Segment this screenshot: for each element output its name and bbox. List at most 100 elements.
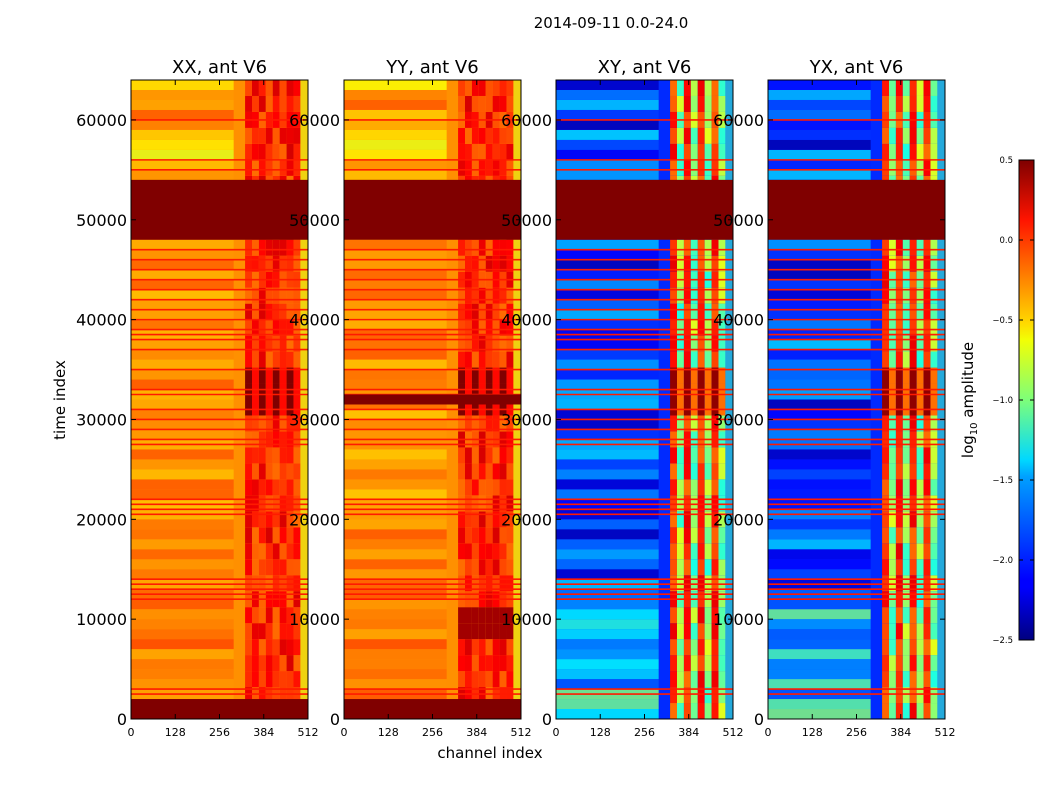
heatmap-cell xyxy=(251,463,259,480)
heatmap-cell xyxy=(279,607,287,624)
x-tick-label: 128 xyxy=(590,726,611,739)
heatmap-cell xyxy=(251,495,259,512)
x-tick-label: 384 xyxy=(890,726,911,739)
heatmap-cell xyxy=(506,127,514,144)
y-tick-label: 40000 xyxy=(713,311,764,330)
heatmap-cell xyxy=(464,335,472,352)
heatmap-cell xyxy=(923,159,931,176)
heatmap-cell xyxy=(670,287,677,304)
heatmap-cell xyxy=(895,607,903,624)
heatmap-cell xyxy=(768,319,871,330)
heatmap-cell xyxy=(768,309,871,320)
heatmap-cell xyxy=(676,463,684,480)
heatmap-cell xyxy=(923,95,931,112)
heatmap-cell xyxy=(670,479,677,496)
heatmap-cell xyxy=(888,479,896,496)
heatmap-cell xyxy=(556,309,659,320)
heatmap-cell xyxy=(711,399,719,416)
heatmap-cell xyxy=(768,599,871,610)
heatmap-cell xyxy=(882,239,889,256)
heatmap-cell xyxy=(492,479,500,496)
heatmap-cell xyxy=(902,383,910,400)
heatmap-cell xyxy=(718,255,726,272)
heatmap-cell xyxy=(272,303,280,320)
heatmap-cell xyxy=(909,671,917,688)
heatmap-cell xyxy=(499,143,507,160)
heatmap-cell xyxy=(697,255,705,272)
heatmap-cell xyxy=(344,89,447,100)
heatmap-cell xyxy=(286,495,294,512)
heatmap-cell xyxy=(909,95,917,112)
heatmap-cell xyxy=(697,287,705,304)
heatmap-cell xyxy=(131,169,234,180)
heatmap-cell xyxy=(471,159,479,176)
heatmap-cell xyxy=(556,699,659,710)
heatmap-cell xyxy=(670,655,677,672)
heatmap-cell xyxy=(293,303,301,320)
heatmap-cell xyxy=(131,369,234,380)
heatmap-cell xyxy=(251,575,259,592)
heatmap-cell xyxy=(265,239,273,256)
heatmap-cell xyxy=(670,80,677,96)
colorbar-ticks: 0.5 0.0 −0.5 −1.0 −1.5 −2.0 −2.5 xyxy=(992,156,1034,646)
heatmap-cell xyxy=(711,143,719,160)
heatmap-cell xyxy=(293,527,301,544)
heatmap-cell xyxy=(676,511,684,528)
heatmap-cell xyxy=(895,655,903,672)
heatmap-cell xyxy=(506,159,514,176)
heatmap-cell xyxy=(251,367,259,384)
heatmap-cell xyxy=(258,127,266,144)
heatmap-cell xyxy=(697,383,705,400)
heatmap-cell xyxy=(711,303,719,320)
heatmap-cell xyxy=(909,255,917,272)
heatmap-cell xyxy=(923,511,931,528)
heatmap-cell xyxy=(768,459,871,470)
heatmap-cell xyxy=(670,255,677,272)
heatmap-cell xyxy=(697,703,705,719)
heatmap-cell xyxy=(690,479,698,496)
heatmap-cell xyxy=(888,80,896,96)
heatmap-cell xyxy=(888,367,896,384)
heatmap-cell xyxy=(718,351,726,368)
heatmap-cell xyxy=(930,495,938,512)
heatmap-cell xyxy=(704,95,712,112)
heatmap-cell xyxy=(930,575,938,592)
heatmap-cell xyxy=(279,303,287,320)
heatmap-cell xyxy=(916,463,924,480)
heatmap-cell xyxy=(895,495,903,512)
heatmap-cell xyxy=(279,543,287,560)
heatmap-cell xyxy=(258,239,266,256)
heatmap-cell xyxy=(909,527,917,544)
heatmap-cell xyxy=(683,351,691,368)
y-axis-label: time index xyxy=(51,360,69,440)
heatmap-cell xyxy=(697,399,705,416)
heatmap-cell xyxy=(499,495,507,512)
heatmap-cell xyxy=(251,655,259,672)
heatmap-cell xyxy=(882,399,889,416)
heatmap-cell xyxy=(464,239,472,256)
heatmap-cell xyxy=(882,543,889,560)
heatmap-cell xyxy=(251,335,259,352)
heatmap-cell xyxy=(458,319,465,336)
heatmap-cell xyxy=(344,379,447,390)
heatmap-cell xyxy=(902,559,910,576)
heatmap-cell xyxy=(131,649,234,660)
heatmap-cell xyxy=(485,255,493,272)
heatmap-cell xyxy=(916,479,924,496)
heatmap-cell xyxy=(485,671,493,688)
heatmap-cell xyxy=(690,655,698,672)
heatmap-cell xyxy=(478,687,486,704)
heatmap-cell xyxy=(265,127,273,144)
x-tick-label: 0 xyxy=(341,726,348,739)
heatmap-cell xyxy=(916,159,924,176)
heatmap-cell xyxy=(930,351,938,368)
heatmap-cell xyxy=(556,599,659,610)
heatmap-cell xyxy=(704,655,712,672)
heatmap-cell xyxy=(704,463,712,480)
heatmap-cell xyxy=(711,335,719,352)
heatmap-cell xyxy=(464,255,472,272)
heatmap-cell xyxy=(916,639,924,656)
heatmap-cell xyxy=(258,415,266,432)
heatmap-cell xyxy=(704,127,712,144)
